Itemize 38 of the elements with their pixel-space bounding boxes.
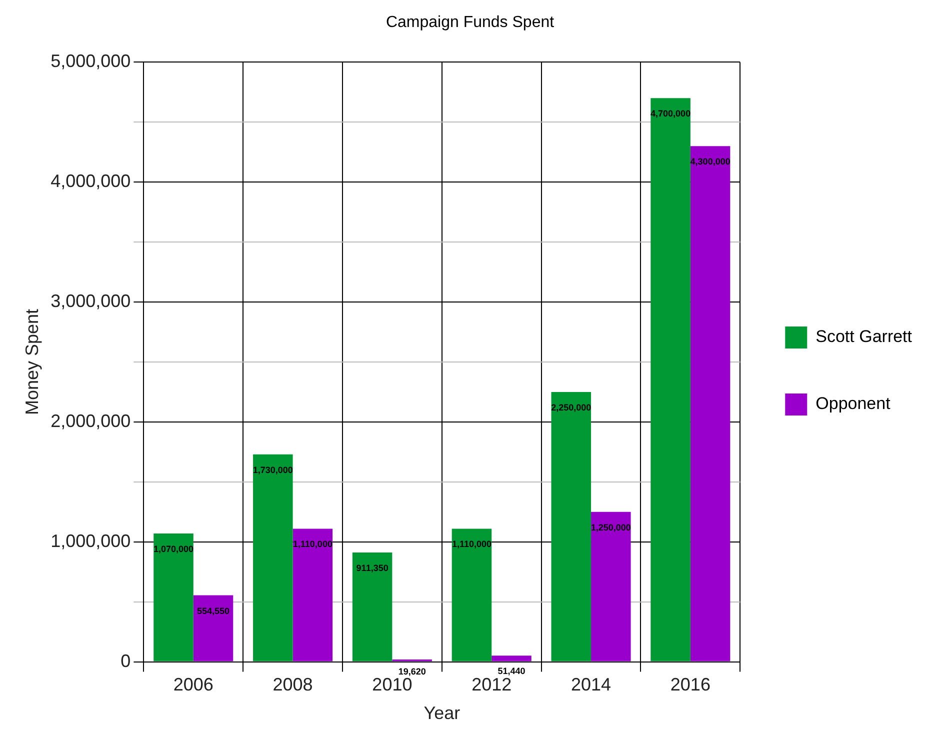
data-label: 554,550	[196, 606, 230, 616]
data-label: 2,250,000	[551, 402, 592, 412]
data-label: 911,350	[356, 562, 388, 573]
x-tick-label: 2014	[571, 674, 612, 695]
legend-label: Scott Garrett	[816, 327, 912, 346]
y-tick-label: 1,000,000	[50, 530, 131, 551]
y-tick-label: 5,000,000	[50, 51, 131, 72]
x-tick-label: 2008	[272, 674, 313, 695]
legend-label: Opponent	[816, 394, 891, 414]
y-tick-label: 4,000,000	[50, 171, 131, 192]
bar	[292, 528, 333, 662]
x-tick-label: 2016	[670, 674, 710, 695]
bar	[650, 98, 690, 662]
x-tick-label: 2006	[173, 674, 214, 695]
x-tick-label: 2010	[372, 674, 412, 695]
bar	[492, 656, 532, 662]
y-tick-label: 0	[120, 650, 131, 671]
bar	[352, 552, 392, 662]
data-label: 1,070,000	[153, 544, 194, 554]
x-axis-title: Year	[424, 703, 460, 724]
bar	[551, 392, 592, 662]
data-label: 1,730,000	[252, 464, 293, 475]
chart-title: Campaign Funds Spent	[386, 14, 555, 32]
y-axis-title: Money Spent	[22, 308, 42, 416]
bar	[193, 595, 234, 662]
y-tick-label: 2,000,000	[50, 410, 131, 431]
bar	[154, 533, 194, 662]
x-tick-label: 2012	[472, 674, 512, 695]
bar	[690, 146, 730, 662]
y-tick-label: 3,000,000	[50, 291, 131, 312]
bar	[452, 528, 492, 662]
data-label: 1,110,000	[292, 539, 332, 550]
data-label: 1,250,000	[590, 522, 631, 532]
data-label: 1,110,000	[452, 539, 492, 550]
data-label: 51,440	[498, 666, 526, 676]
data-label: 19,620	[398, 666, 426, 676]
bar	[253, 454, 293, 662]
bar	[591, 512, 631, 662]
